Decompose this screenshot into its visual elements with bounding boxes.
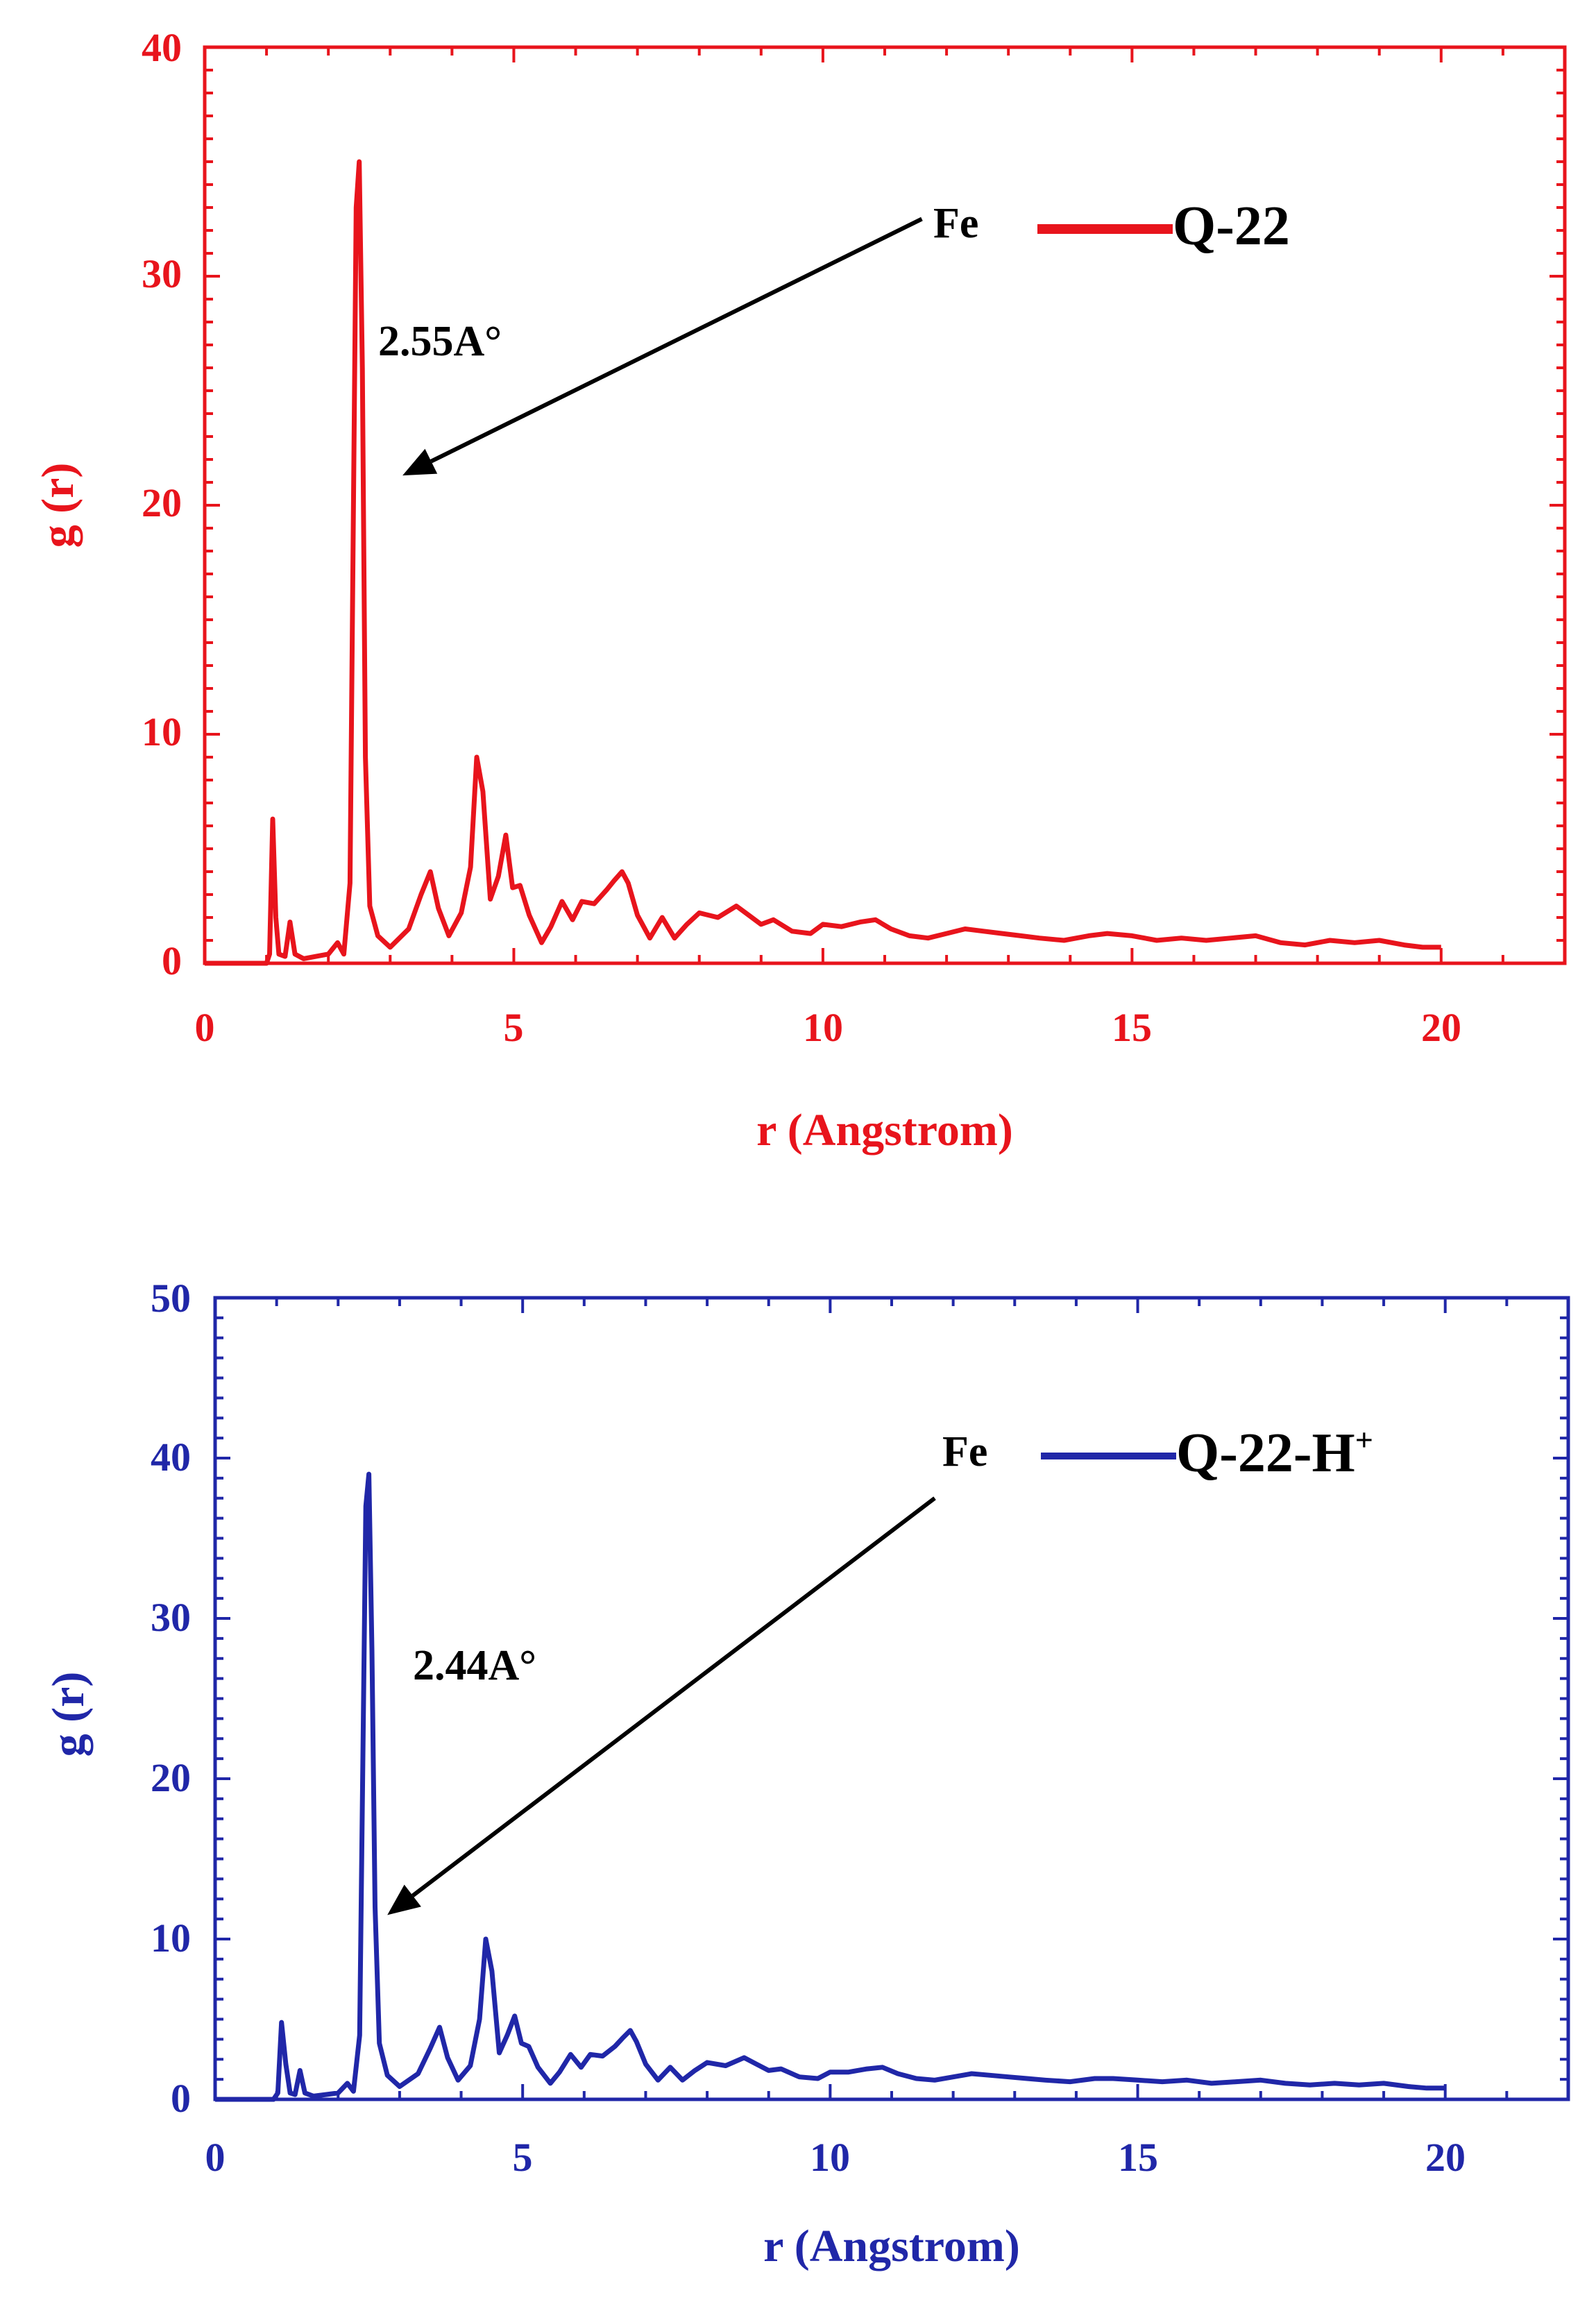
y-tick-label: 40	[151, 1434, 191, 1480]
x-tick-label: 10	[810, 2135, 850, 2180]
x-tick-label: 0	[205, 2135, 226, 2180]
y-tick-label: 0	[162, 938, 182, 983]
y-tick-label: 50	[151, 1276, 191, 1321]
plot-frame	[203, 45, 1567, 965]
x-tick-label: 5	[504, 1005, 524, 1050]
annotation-arrowhead	[402, 448, 438, 476]
y-tick-label: 20	[142, 480, 182, 525]
legend-prefix: Fe	[933, 200, 978, 247]
peak-annotation: 2.44A°	[413, 1642, 536, 1689]
x-tick-label: 0	[195, 1005, 215, 1050]
annotation-arrowhead	[387, 1884, 421, 1915]
x-tick-labels: 0 5 10 15 20	[195, 1005, 1462, 1050]
x-tick-label: 20	[1421, 1005, 1461, 1050]
y-tick-labels: 0 10 20 30 40	[142, 25, 182, 983]
y-tick-label: 20	[151, 1755, 191, 1800]
minor-ticks	[203, 46, 1566, 965]
x-axis-label: r (Angstrom)	[763, 2221, 1020, 2271]
peak-annotation: 2.55A°	[378, 318, 502, 365]
chart-q22: 0 10 20 30 40 0 5 10 15 20 r (Angstrom) …	[33, 25, 1567, 1156]
plot-frame	[213, 1296, 1570, 2101]
annotation-arrow	[411, 1496, 936, 1897]
x-tick-labels: 0 5 10 15 20	[205, 2135, 1466, 2180]
legend-label: Q-22	[1173, 196, 1290, 257]
y-tick-label: 10	[142, 709, 182, 754]
chart-q22-h: 0 10 20 30 40 50 0 5 10 15 20 r (Angstro…	[43, 1276, 1570, 2271]
legend-label: Q-22-H+	[1176, 1422, 1373, 1484]
minor-ticks	[214, 1296, 1570, 2101]
y-axis-label: g (r)	[43, 1672, 94, 1757]
legend-prefix: Fe	[942, 1428, 987, 1475]
x-axis-label: r (Angstrom)	[756, 1105, 1013, 1156]
y-axis-label: g (r)	[33, 463, 83, 548]
y-tick-label: 0	[171, 2076, 191, 2121]
x-tick-label: 20	[1425, 2135, 1466, 2180]
series-line-q22-h	[215, 1471, 1445, 2102]
y-tick-labels: 0 10 20 30 40 50	[151, 1276, 191, 2121]
y-tick-label: 40	[142, 25, 182, 70]
x-tick-label: 15	[1118, 2135, 1158, 2180]
x-tick-label: 5	[513, 2135, 533, 2180]
series-line-q22	[205, 159, 1441, 966]
y-tick-label: 30	[142, 251, 182, 296]
y-tick-label: 10	[151, 1915, 191, 1961]
x-tick-label: 15	[1112, 1005, 1152, 1050]
annotation-arrow	[430, 217, 923, 464]
y-tick-label: 30	[151, 1595, 191, 1640]
x-tick-label: 10	[803, 1005, 843, 1050]
